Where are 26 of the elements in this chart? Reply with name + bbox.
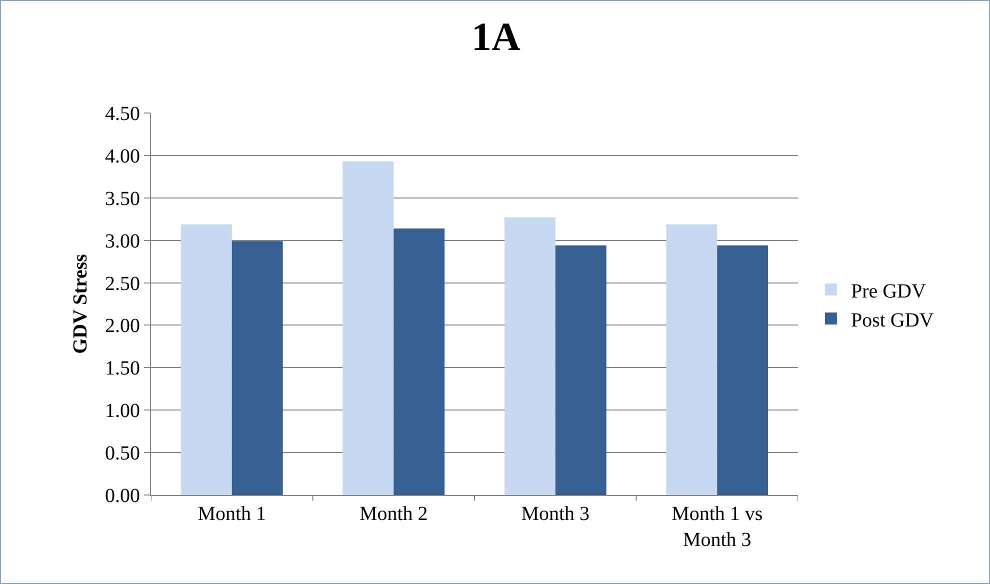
- y-tick-label: 4.00: [105, 145, 140, 168]
- x-tick-label: Month 1: [198, 503, 266, 525]
- legend-label: Pre GDV: [850, 280, 926, 302]
- bar: [666, 224, 718, 495]
- y-tick-label: 4.50: [105, 103, 140, 125]
- bar: [342, 161, 394, 495]
- x-tick-label: Month 1 vs Month 3: [672, 503, 763, 551]
- chart-title: 1A: [472, 14, 521, 60]
- y-tick-label: 2.50: [105, 272, 140, 295]
- x-tick-label: Month 2: [359, 503, 428, 525]
- bar: [232, 241, 283, 495]
- y-tick-label: 3.00: [105, 230, 140, 252]
- bar: [717, 245, 768, 495]
- legend-label: Post GDV: [850, 309, 934, 332]
- y-tick-label: 0.00: [105, 485, 140, 507]
- bar: [180, 224, 232, 495]
- y-axis-title: GDV Stress: [70, 254, 92, 354]
- bar: [394, 228, 445, 495]
- bar: [504, 217, 556, 495]
- y-tick-label: 3.50: [105, 188, 140, 210]
- x-tick-label: Month 3: [521, 503, 590, 525]
- y-tick-label: 0.50: [105, 442, 140, 465]
- y-tick-label: 1.50: [105, 358, 140, 380]
- bar: [555, 245, 606, 495]
- y-tick-label: 1.00: [105, 400, 140, 422]
- y-tick-label: 2.00: [105, 315, 140, 338]
